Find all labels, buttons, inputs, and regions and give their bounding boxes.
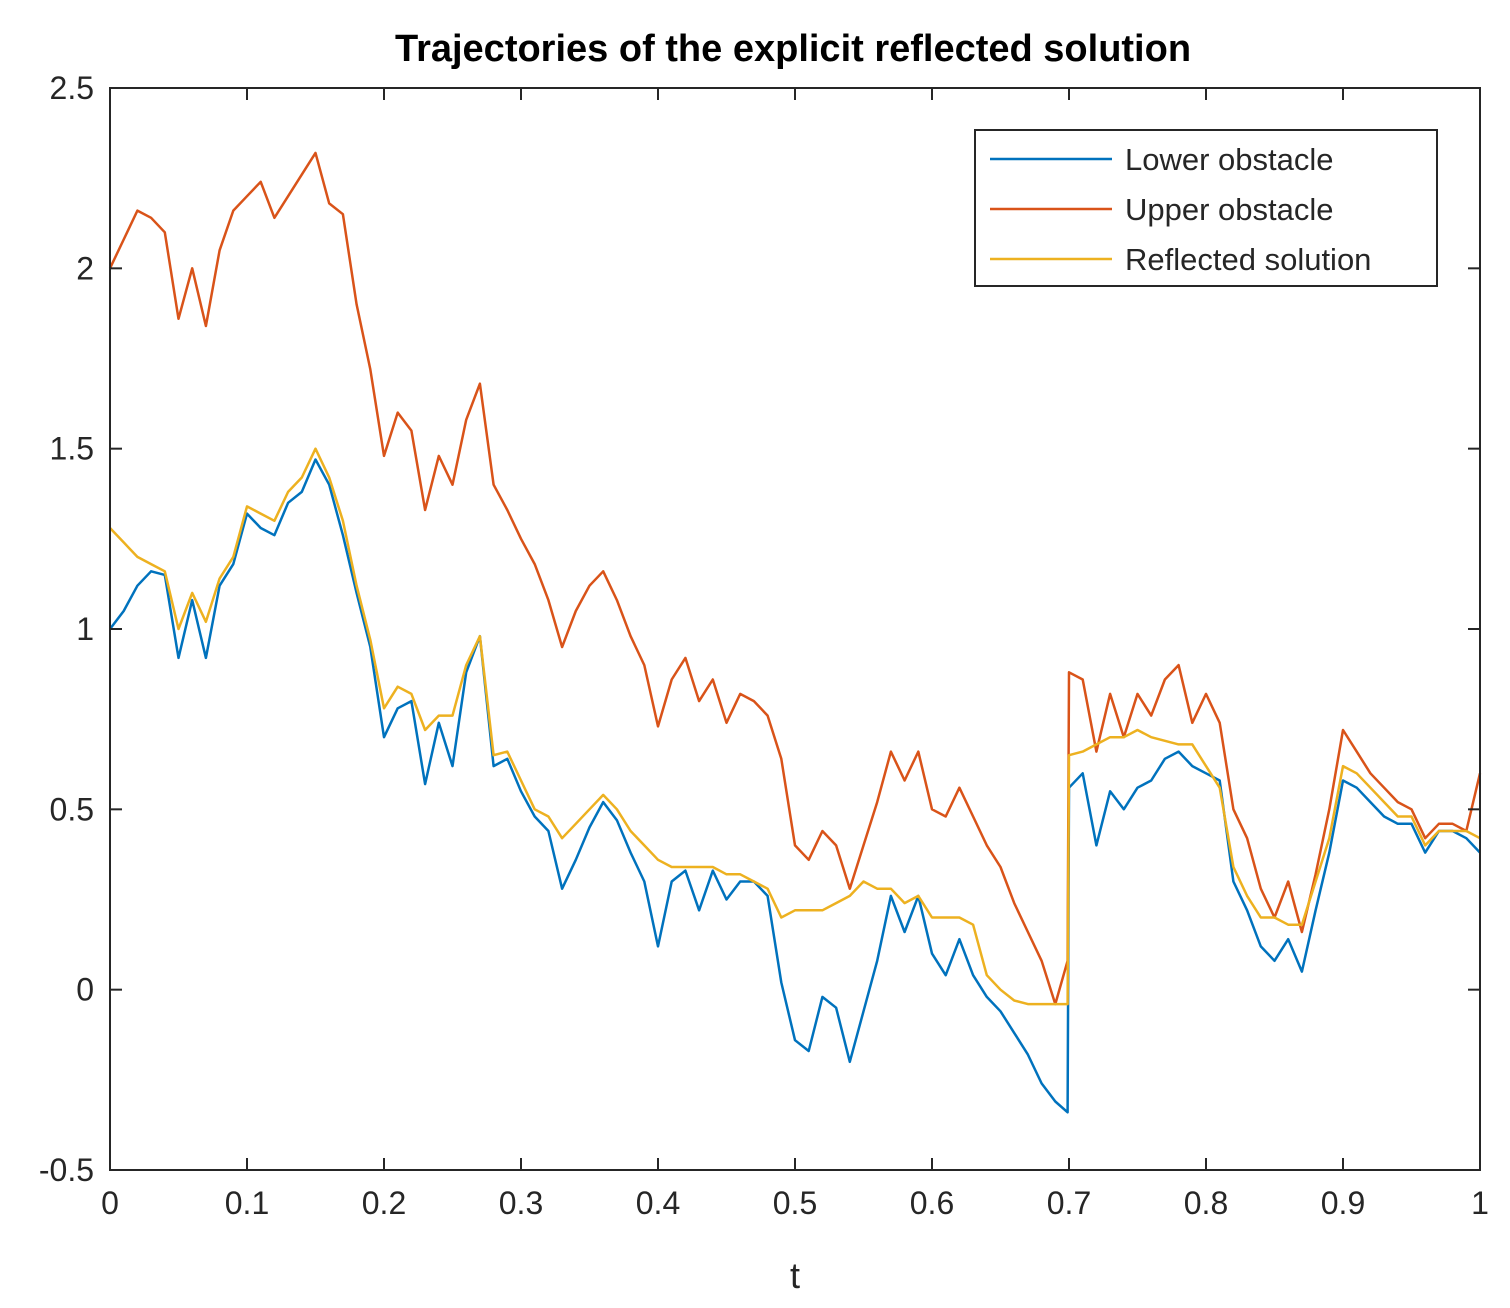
y-tick-label: 2.5	[50, 70, 94, 106]
x-tick-label: 0.2	[362, 1185, 406, 1221]
y-tick-label: 0.5	[50, 791, 94, 827]
x-tick-label: 0.4	[636, 1185, 680, 1221]
x-tick-label: 0.6	[910, 1185, 954, 1221]
x-tick-label: 0.7	[1047, 1185, 1091, 1221]
x-axis: 0 0.1 0.2 0.3 0.4 0.5 0.6 0.7 0.8 0.9 1	[101, 88, 1489, 1221]
y-tick-label: 1	[76, 611, 94, 647]
x-tick-label: 0.1	[225, 1185, 269, 1221]
x-tick-label: 0.3	[499, 1185, 543, 1221]
series-line-reflected-solution	[109, 447, 1481, 1006]
series-line-lower-obstacle	[109, 458, 1481, 1114]
y-tick-label: 1.5	[50, 431, 94, 467]
x-axis-label: t	[790, 1255, 800, 1296]
x-tick-label: 0	[101, 1185, 119, 1221]
legend-label-lower-obstacle: Lower obstacle	[1125, 142, 1334, 177]
x-tick-label: 0.9	[1321, 1185, 1365, 1221]
series-line-upper-obstacle	[108, 151, 1482, 1006]
x-tick-label: 0.8	[1184, 1185, 1228, 1221]
plot-lines	[108, 151, 1482, 1114]
y-tick-label: 0	[76, 972, 94, 1008]
chart-title: Trajectories of the explicit reflected s…	[395, 28, 1191, 70]
legend: Lower obstacle Upper obstacle Reflected so…	[974, 129, 1438, 287]
x-tick-label: 0.5	[773, 1185, 817, 1221]
legend-label-upper-obstacle: Upper obstacle	[1125, 192, 1334, 227]
y-tick-label: 2	[76, 250, 94, 286]
y-axis: -0.5 0 0.5 1 1.5 2 2.5	[39, 70, 1480, 1188]
x-tick-label: 1	[1471, 1185, 1489, 1221]
y-tick-label: -0.5	[39, 1152, 94, 1188]
legend-label-reflected-solution: Reflected solution	[1125, 242, 1371, 277]
